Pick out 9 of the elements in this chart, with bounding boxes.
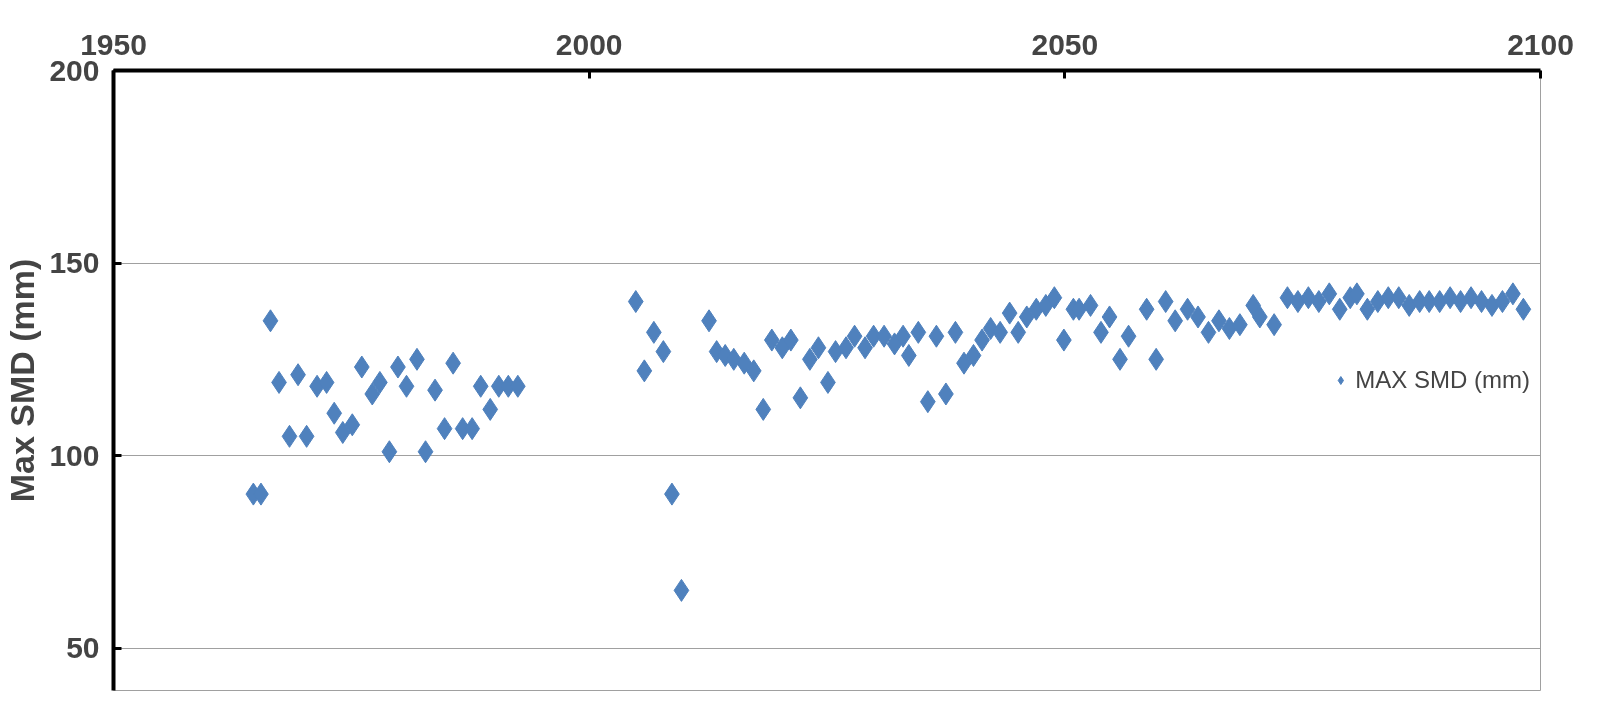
x-tick-label: 1950 — [80, 27, 147, 61]
y-tick-label: 100 — [49, 438, 100, 472]
legend-label: MAX SMD (mm) — [1355, 366, 1530, 394]
y-tick-label: 50 — [66, 631, 100, 665]
x-tick-label: 2000 — [555, 27, 623, 61]
y-axis-title: Max SMD (mm) — [3, 258, 42, 503]
y-tick-label: 150 — [49, 246, 100, 280]
x-tick-label: 2100 — [1507, 27, 1574, 61]
x-tick-label: 2050 — [1031, 27, 1099, 61]
